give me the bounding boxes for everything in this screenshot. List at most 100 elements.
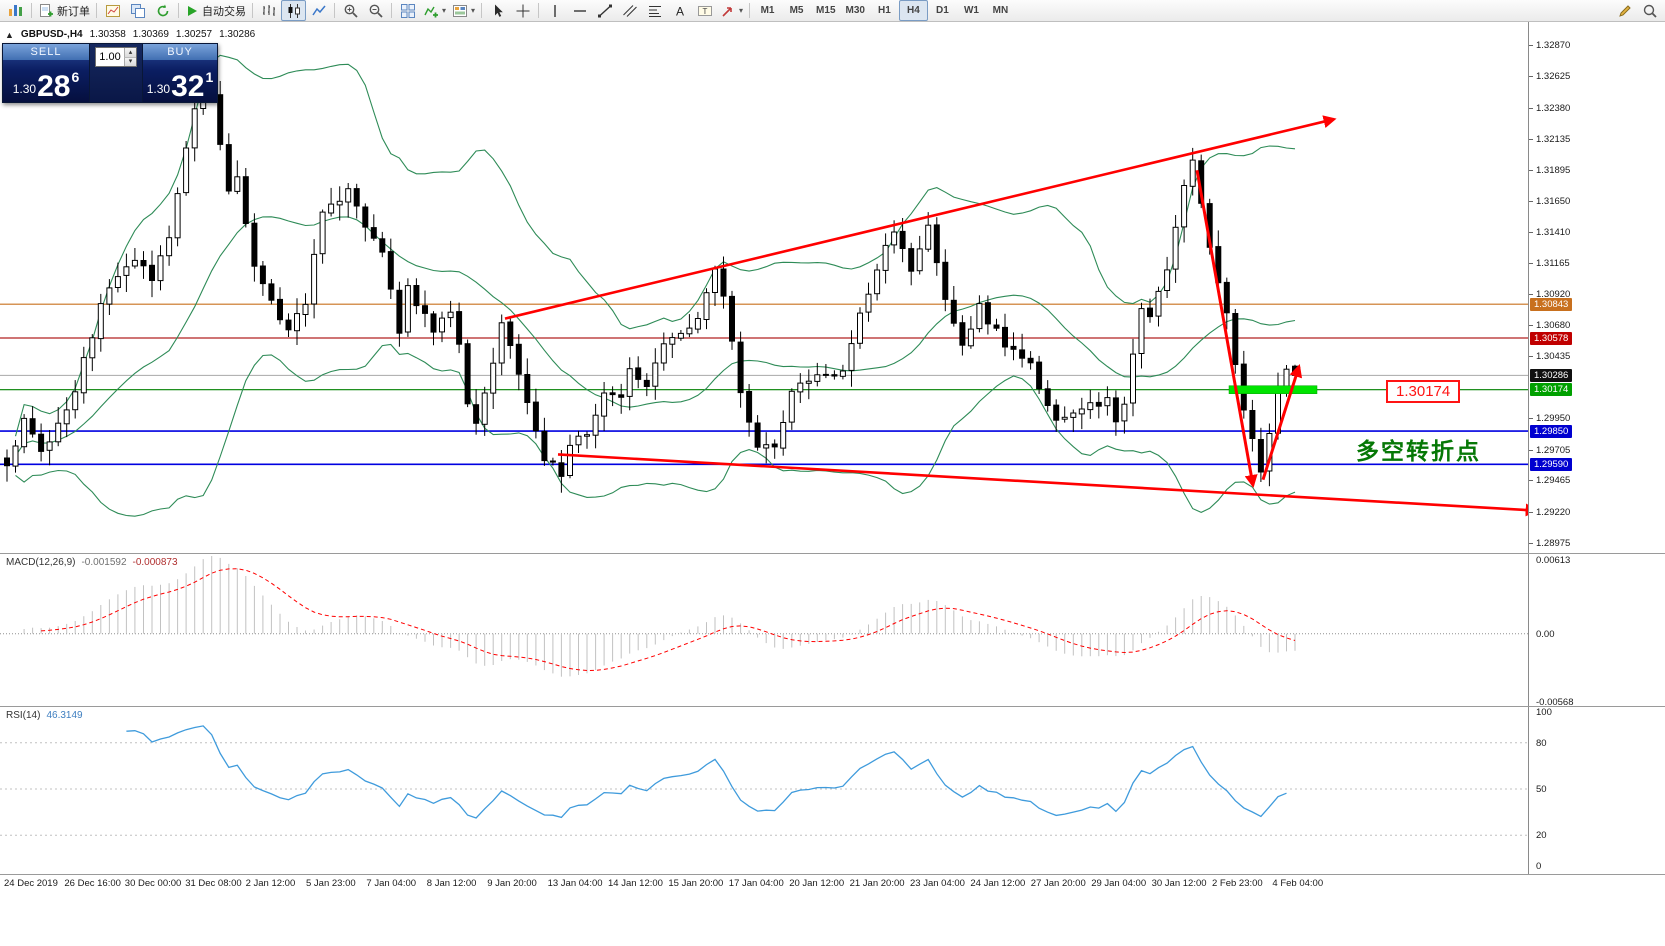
panel-separator[interactable]	[0, 706, 1665, 707]
tile-windows-button[interactable]	[395, 0, 420, 21]
price-tag: 1.30174	[1530, 383, 1573, 397]
auto-trading-button[interactable]: 自动交易	[182, 0, 249, 21]
open-value: 1.30358	[89, 29, 126, 40]
toolbar-separator	[538, 3, 540, 18]
new-order-button[interactable]: 新订单	[35, 0, 93, 21]
timeframe-w1-button[interactable]: W1	[963, 5, 979, 16]
rsi-axis-label: 50	[1536, 784, 1547, 795]
timeframe-d1-button[interactable]: D1	[936, 5, 949, 16]
lot-size-input[interactable]	[96, 48, 124, 66]
price-axis-label: 1.30920	[1536, 289, 1571, 301]
price-axis-label: 1.32625	[1536, 71, 1571, 83]
text-button[interactable]: A	[667, 0, 692, 21]
timeframe-h1-button[interactable]: H1	[878, 5, 891, 16]
profiles-button[interactable]	[125, 0, 150, 21]
zoom-box-button[interactable]	[1637, 0, 1662, 21]
horizontal-line-button[interactable]	[567, 0, 592, 21]
time-axis-label: 4 Feb 04:00	[1272, 878, 1324, 889]
vertical-line-button[interactable]	[542, 0, 567, 21]
toolbar-separator	[31, 3, 32, 18]
buy-label: BUY	[143, 44, 217, 60]
text-icon: A	[672, 3, 688, 19]
new-chart-icon	[105, 3, 121, 19]
timeframe-m1-button[interactable]: M1	[760, 5, 775, 16]
axis-tick	[1529, 45, 1533, 46]
zoom-out-button[interactable]	[363, 0, 388, 21]
refresh-button[interactable]	[150, 0, 175, 21]
axis-tick	[1529, 169, 1533, 171]
macd-panel[interactable]	[0, 554, 1528, 706]
arrows-button[interactable]: ▾	[717, 0, 746, 21]
chart-bars-button[interactable]	[256, 0, 281, 21]
price-axis-label: 1.29705	[1536, 444, 1571, 456]
price-axis[interactable]: 1.32870 1.32625 1.32380 1.32135 1.31895 1.316…	[1528, 22, 1665, 875]
time-axis[interactable]: 24 Dec 2019 26 Dec 16:00 30 Dec 00:00 31 De…	[0, 875, 1665, 893]
timeframe-mn-button[interactable]: MN	[992, 5, 1009, 16]
svg-text:A: A	[676, 4, 684, 18]
support-zone-highlight[interactable]	[1228, 385, 1318, 394]
candles	[4, 61, 1298, 493]
panel-separator[interactable]	[0, 874, 1665, 875]
lot-increase-button[interactable]: ▴	[124, 48, 136, 58]
time-axis-label: 30 Jan 12:00	[1151, 878, 1207, 889]
panel-separator[interactable]	[0, 553, 1665, 554]
axis-tick	[1529, 107, 1533, 109]
crosshair-button[interactable]	[510, 0, 535, 21]
lot-decrease-button[interactable]: ▾	[124, 57, 136, 66]
chart-bars-icon	[261, 3, 277, 19]
price-tag: 1.29590	[1530, 457, 1573, 471]
channel-button[interactable]	[617, 0, 642, 21]
trend-arrows[interactable]	[504, 115, 1539, 517]
time-axis-label: 26 Dec 16:00	[64, 878, 121, 889]
time-axis-label: 5 Jan 23:00	[306, 878, 356, 889]
axis-tick	[1529, 449, 1533, 451]
vertical-line-icon	[547, 3, 563, 19]
price-axis-label: 1.29220	[1536, 506, 1571, 518]
chart-line-button[interactable]	[306, 0, 331, 21]
time-axis-label: 24 Dec 2019	[4, 878, 58, 889]
text-label-button[interactable]: T	[692, 0, 717, 21]
tile-windows-icon	[400, 3, 416, 19]
timeframe-h4-button[interactable]: H4	[898, 0, 928, 21]
macd-axis-label: 0.00	[1536, 628, 1555, 640]
cursor-button[interactable]	[485, 0, 510, 21]
timeframe-m5-button[interactable]: M5	[789, 5, 804, 16]
crosshair-icon	[515, 3, 531, 19]
buy-button[interactable]: BUY 1.30 32 1	[142, 43, 218, 103]
price-axis-label: 1.28975	[1536, 537, 1571, 549]
new-chart-button[interactable]	[100, 0, 125, 21]
price-axis-label: 1.30435	[1536, 351, 1571, 363]
price-chart[interactable]	[0, 22, 1539, 553]
sell-label: SELL	[3, 44, 89, 60]
indicators-button[interactable]: ▾	[420, 0, 449, 21]
rsi-panel[interactable]	[0, 707, 1528, 873]
macd-histogram	[23, 556, 1296, 677]
timeframe-m30-button[interactable]: M30	[845, 5, 865, 16]
text-label-icon: T	[697, 3, 713, 19]
price-note-label[interactable]: 1.30174	[1386, 379, 1461, 403]
caret-down-icon: ▾	[471, 6, 476, 15]
turning-point-annotation[interactable]: 多空转折点	[1356, 438, 1481, 465]
time-axis-label: 29 Jan 04:00	[1091, 878, 1147, 889]
price-axis-label: 1.31895	[1536, 164, 1571, 176]
sell-button[interactable]: SELL 1.30 28 6	[2, 43, 90, 103]
app-logo-button[interactable]	[3, 0, 28, 21]
templates-button[interactable]: ▾	[449, 0, 478, 21]
axis-tick	[1529, 76, 1533, 78]
refresh-icon	[155, 3, 171, 19]
trade-panel-collapse-icon[interactable]: ▲	[5, 29, 14, 40]
toolbar-separator	[391, 3, 392, 18]
axis-tick	[1529, 231, 1533, 233]
fibonacci-button[interactable]	[642, 0, 667, 21]
edit-pencil-button[interactable]	[1612, 0, 1637, 21]
chart-candles-button[interactable]	[281, 0, 306, 21]
macd-axis-label: -0.00568	[1536, 696, 1574, 708]
timeframe-m15-button[interactable]: M15	[816, 5, 836, 16]
caret-down-icon: ▾	[442, 6, 447, 15]
trendline-button[interactable]	[592, 0, 617, 21]
horizontal-lines[interactable]	[0, 303, 1528, 466]
auto-trading-label: 自动交易	[202, 5, 246, 18]
buy-price: 1.30 32 1	[146, 69, 214, 103]
zoom-in-button[interactable]	[338, 0, 363, 21]
